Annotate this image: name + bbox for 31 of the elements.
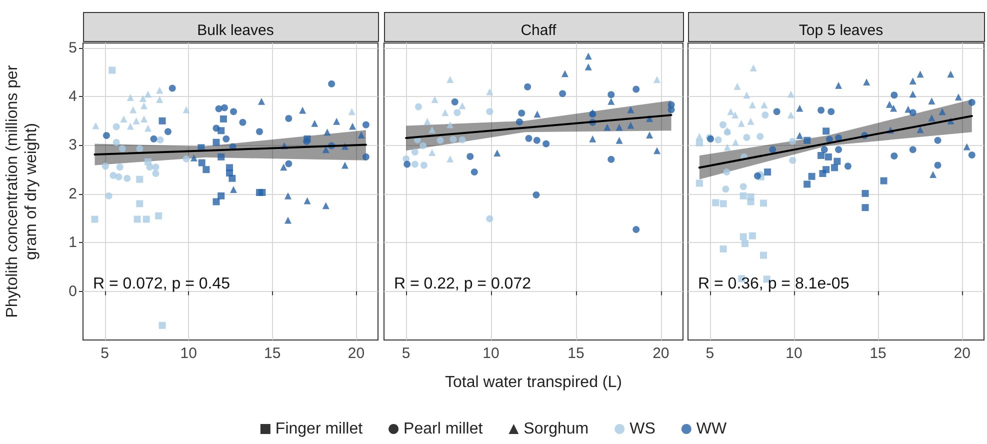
x-tick-label: 5	[100, 345, 109, 362]
annotation: R = 0.072, p = 0.45	[93, 276, 230, 292]
x-tick-label: 10	[482, 345, 500, 362]
annotation: R = 0.36, p = 8.1e-05	[698, 276, 850, 292]
x-tick-label: 15	[264, 345, 281, 362]
y-tick-label: 0	[68, 282, 77, 300]
chart-title: Top 5 leaves	[798, 22, 884, 39]
x-tick-label: 10	[786, 345, 802, 362]
annotation: R = 0.22, p = 0.072	[394, 276, 532, 292]
x-tick-label: 5	[706, 345, 714, 362]
y-tick-label: 1	[68, 234, 77, 252]
legend-label: WS	[630, 420, 656, 438]
y-tick-label: 4	[68, 88, 77, 106]
x-tick-label: 15	[568, 345, 584, 362]
y-tick-label: 3	[68, 136, 77, 154]
y-tick-label: 5	[68, 39, 77, 56]
chart-title: Chaff	[520, 22, 558, 39]
legend-label: WW	[696, 420, 728, 438]
legend-label: Pearl millet	[404, 420, 484, 438]
chart-title: Bulk leaves	[197, 22, 274, 39]
x-tick-label: 20	[348, 345, 365, 362]
legend-label: Sorghum	[524, 420, 589, 438]
x-tick-label: 15	[870, 345, 886, 362]
x-tick-label: 5	[402, 345, 410, 362]
y-tick-label: 2	[68, 185, 77, 202]
legend-label: Finger millet	[275, 420, 364, 438]
x-axis-title: Total water transpired (L)	[445, 374, 622, 391]
x-tick-label: 10	[180, 345, 197, 362]
y-axis-title: Phytolith concentration (millions per gram of dry weight)	[4, 64, 40, 318]
x-tick-label: 20	[954, 345, 970, 362]
x-tick-label: 20	[652, 345, 670, 362]
